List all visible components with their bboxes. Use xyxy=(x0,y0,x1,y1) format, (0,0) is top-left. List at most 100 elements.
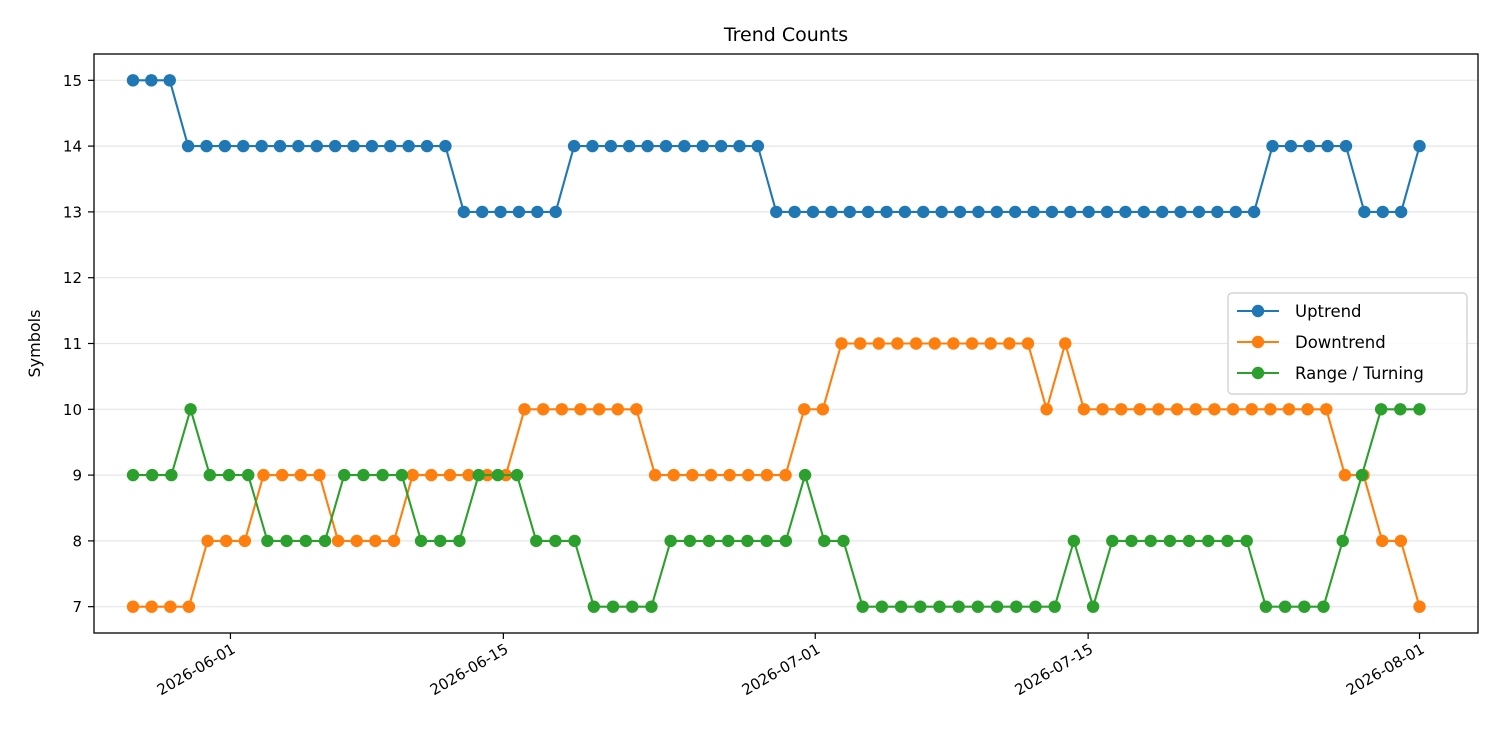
data-point xyxy=(165,468,178,482)
data-point xyxy=(414,534,428,548)
data-point xyxy=(402,139,415,153)
data-point xyxy=(220,534,233,548)
data-point xyxy=(439,139,452,153)
data-point xyxy=(443,468,457,482)
data-point xyxy=(1226,403,1240,416)
data-point xyxy=(1221,534,1234,548)
data-point xyxy=(357,468,370,482)
data-point xyxy=(237,139,250,153)
data-point xyxy=(770,205,783,219)
data-point xyxy=(126,600,140,613)
data-point xyxy=(1259,600,1273,613)
y-tick-label: 9 xyxy=(72,467,82,485)
data-point xyxy=(376,468,389,482)
data-point xyxy=(683,534,697,548)
data-point xyxy=(568,534,581,548)
data-point xyxy=(875,600,889,613)
data-point xyxy=(606,600,620,613)
data-point xyxy=(779,534,793,548)
data-point xyxy=(1100,205,1114,219)
data-point xyxy=(549,205,562,219)
data-point xyxy=(984,337,997,350)
data-point xyxy=(723,468,736,482)
data-point xyxy=(898,205,912,219)
data-point xyxy=(1040,403,1053,416)
data-point xyxy=(751,139,765,153)
data-point xyxy=(947,337,960,350)
data-point xyxy=(494,205,507,219)
data-point xyxy=(626,600,639,613)
data-point xyxy=(280,534,293,548)
data-point xyxy=(604,139,618,153)
data-point xyxy=(1189,403,1202,416)
data-point xyxy=(567,139,581,153)
data-point xyxy=(1202,534,1215,548)
data-point xyxy=(292,139,305,153)
y-tick-label: 10 xyxy=(63,401,82,419)
data-point xyxy=(126,74,140,87)
data-point xyxy=(1170,403,1184,416)
data-point xyxy=(872,337,885,350)
data-point xyxy=(742,468,755,482)
data-point xyxy=(531,205,544,219)
data-point xyxy=(1125,534,1138,548)
data-point xyxy=(218,139,232,153)
data-point xyxy=(990,205,1003,219)
legend-entry: Range / Turning xyxy=(1237,364,1424,383)
data-point xyxy=(953,205,967,219)
data-point xyxy=(971,600,985,613)
data-point xyxy=(623,139,636,153)
data-point xyxy=(659,139,673,153)
data-point xyxy=(457,205,471,219)
data-point xyxy=(1021,337,1035,350)
data-point xyxy=(853,337,867,350)
data-point xyxy=(1394,534,1408,548)
data-point xyxy=(1413,139,1426,153)
data-point xyxy=(1264,403,1277,416)
data-point xyxy=(203,468,216,482)
data-point xyxy=(318,534,332,548)
data-point xyxy=(891,337,904,350)
data-point xyxy=(384,139,397,153)
y-tick-label: 13 xyxy=(63,203,82,221)
legend: Uptrend Downtrend Range / Turning xyxy=(1227,292,1468,395)
data-point xyxy=(760,468,774,482)
legend-marker xyxy=(1251,366,1265,380)
data-point xyxy=(664,534,677,548)
data-point xyxy=(163,74,176,87)
data-point xyxy=(806,205,820,219)
data-point xyxy=(933,600,946,613)
data-point xyxy=(1303,139,1316,153)
data-point xyxy=(222,468,236,482)
data-point xyxy=(648,468,662,482)
data-point xyxy=(350,534,363,548)
data-point xyxy=(181,139,195,153)
data-point xyxy=(425,468,438,482)
data-point xyxy=(294,468,307,482)
data-point xyxy=(1064,205,1077,219)
data-point xyxy=(475,205,489,219)
data-point xyxy=(835,337,848,350)
data-point xyxy=(1376,205,1389,219)
data-point xyxy=(1114,403,1128,416)
data-point xyxy=(1137,205,1151,219)
data-point xyxy=(587,600,601,613)
data-point xyxy=(1008,205,1022,219)
data-point xyxy=(696,139,709,153)
data-point xyxy=(1029,600,1042,613)
data-point xyxy=(856,600,869,613)
data-point xyxy=(1163,534,1177,548)
data-point xyxy=(328,139,342,153)
data-point xyxy=(510,468,524,482)
data-point xyxy=(1086,600,1100,613)
data-point xyxy=(518,403,531,416)
legend-label: Uptrend xyxy=(1295,302,1362,321)
data-point xyxy=(1339,139,1353,153)
data-point xyxy=(313,468,326,482)
data-point xyxy=(788,205,801,219)
data-point xyxy=(1317,600,1330,613)
data-point xyxy=(365,139,379,153)
data-point xyxy=(257,468,270,482)
data-point xyxy=(880,205,893,219)
data-point xyxy=(1027,205,1040,219)
